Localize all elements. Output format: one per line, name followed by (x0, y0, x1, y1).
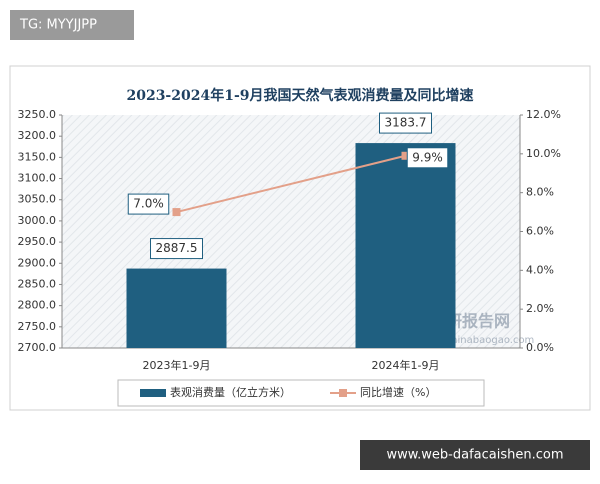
y-tick-label: 3250.0 (18, 108, 57, 121)
line-label-box (127, 193, 170, 215)
line (176, 154, 406, 214)
y2-tick-label: 8.0% (526, 186, 554, 199)
y-tick-label: 2850.0 (18, 277, 57, 290)
legend-swatch (140, 389, 166, 397)
legend-label: 表观消费量（亿立方米） (170, 385, 291, 399)
line-label: 7.0% (133, 197, 164, 211)
bar-label: 2887.5 (156, 241, 198, 255)
y-tick-label: 3050.0 (18, 193, 57, 206)
y-tick-label: 3000.0 (18, 214, 57, 227)
x-tick-label: 2023年1-9月 (143, 358, 211, 372)
overlay-text: TG: MYYJJPP (19, 18, 97, 33)
y-tick-label: 3100.0 (18, 172, 57, 185)
legend-box (117, 379, 485, 407)
y2-tick-label: 4.0% (526, 263, 554, 276)
line-marker (401, 151, 410, 160)
line-marker (172, 208, 181, 217)
bar (355, 143, 456, 348)
y-tick-label: 2700.0 (18, 341, 57, 354)
y2-tick-label: 0.0% (526, 341, 554, 354)
line-label-box (406, 147, 449, 169)
line-label: 9.9% (412, 150, 443, 164)
y2-tick-label: 6.0% (526, 225, 554, 238)
watermark-url: chinabaogao.com (446, 335, 535, 346)
legend-swatch (339, 389, 347, 397)
y-tick-label: 3200.0 (18, 129, 57, 142)
y-tick-label: 2800.0 (18, 299, 57, 312)
overlay-text: www.web-dafacaishen.com (386, 448, 563, 463)
y-tick-label: 2750.0 (18, 320, 57, 333)
y-tick-label: 2900.0 (18, 256, 57, 269)
bar-label-box (379, 112, 432, 134)
y2-tick-label: 2.0% (526, 302, 554, 315)
x-tick-label: 2024年1-9月 (372, 358, 440, 372)
legend-label: 同比增速（%） (360, 385, 436, 399)
y2-tick-label: 10.0% (526, 147, 561, 160)
overlay-box (360, 440, 590, 470)
y-tick-label: 3150.0 (18, 150, 57, 163)
chart-title: 2023-2024年1-9月我国天然气表观消费量及同比增速 (126, 87, 473, 104)
y-tick-label: 2950.0 (18, 235, 57, 248)
overlay-box (10, 10, 134, 40)
bar (126, 268, 227, 348)
bar-label: 3183.7 (385, 116, 427, 130)
bar-label-box (150, 238, 203, 260)
y2-tick-label: 12.0% (526, 108, 561, 121)
